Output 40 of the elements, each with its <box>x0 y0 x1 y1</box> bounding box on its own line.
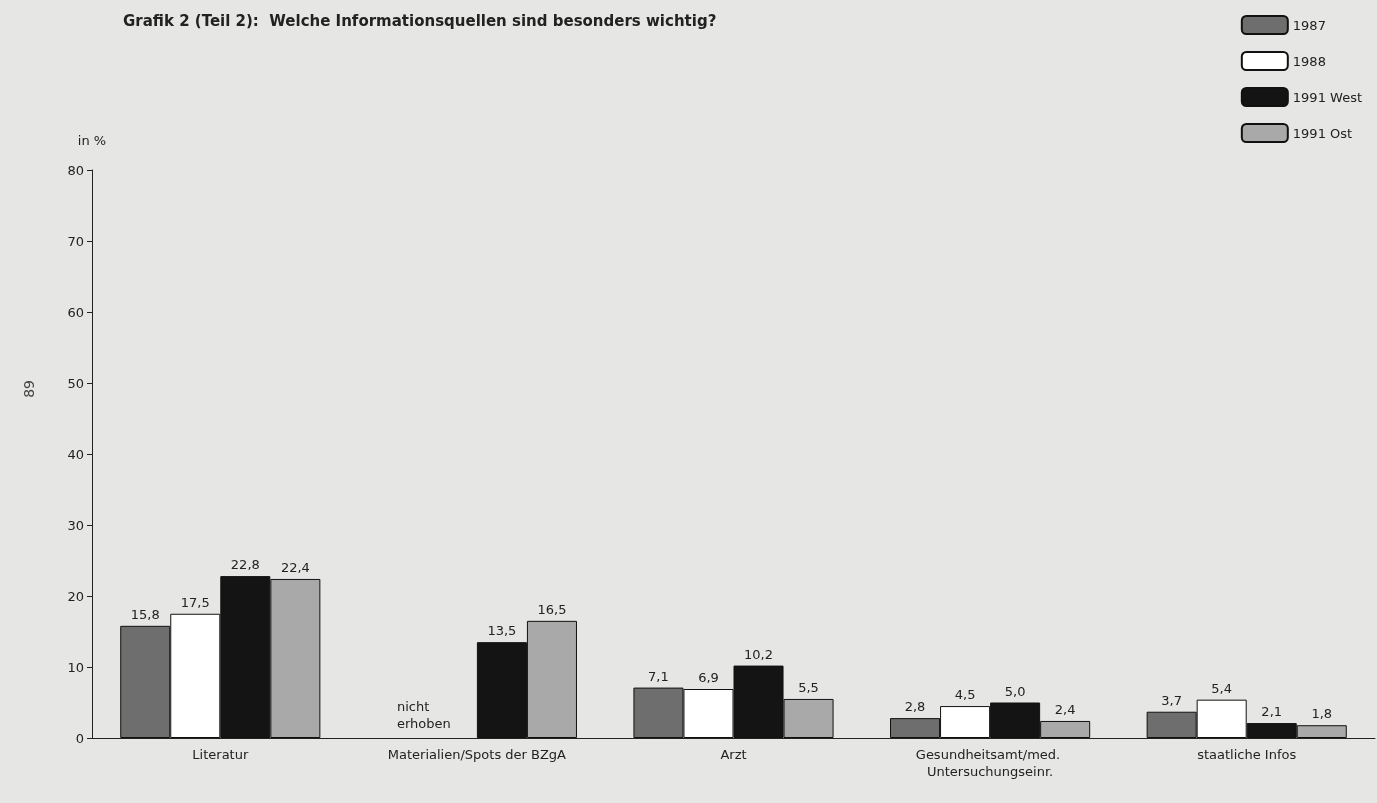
x-tick-label: staatliche Infos <box>1197 747 1297 762</box>
data-label: 5,0 <box>1004 683 1026 699</box>
data-label: 1,8 <box>1311 706 1333 722</box>
data-label: 5,4 <box>1211 680 1233 696</box>
data-label: 16,5 <box>537 601 567 617</box>
data-label: 2,8 <box>904 699 926 715</box>
legend-label: 1991 West <box>1292 89 1363 105</box>
data-label: 7,1 <box>648 668 669 684</box>
y-tick-label: 50 <box>67 375 84 391</box>
data-label: 3,7 <box>1161 692 1182 708</box>
data-label: 10,2 <box>744 646 773 662</box>
data-label: 2,1 <box>1261 704 1283 720</box>
data-label: 22,4 <box>280 559 310 575</box>
data-label: 6,9 <box>698 670 719 686</box>
data-label: 17,5 <box>180 594 210 610</box>
y-tick-label: 0 <box>75 730 84 746</box>
y-tick-label: 30 <box>67 517 84 533</box>
legend-label: 1991 Ost <box>1292 125 1353 141</box>
x-tick-label: Materialien/Spots der BZgA <box>387 747 567 762</box>
x-tick-label: Gesundheitsamt/med. Untersuchungseinr. <box>915 747 1065 779</box>
data-label: 13,5 <box>487 623 517 639</box>
chart-title: Grafik 2 (Teil 2): Welche Informationsquellen sind besonders wichtig? <box>123 11 717 30</box>
y-tick-label: 20 <box>67 588 84 604</box>
data-label: 15,8 <box>130 606 160 622</box>
x-tick-label: Arzt <box>720 747 747 762</box>
data-label: 2,4 <box>1054 701 1076 717</box>
legend-label: 1988 <box>1292 53 1326 69</box>
data-label: 22,8 <box>230 557 260 573</box>
text: 89 <box>21 379 37 398</box>
x-tick-label: Literatur <box>192 747 249 762</box>
y-tick-label: 10 <box>67 659 84 675</box>
data-label: 4,5 <box>954 687 976 703</box>
y-tick-label: 60 <box>67 304 84 320</box>
y-axis-title: in % <box>77 133 107 148</box>
annotation: nicht erhoben <box>396 699 451 731</box>
y-tick-label: 40 <box>67 446 84 462</box>
y-tick-label: 70 <box>67 233 84 249</box>
legend-label: 1987 <box>1292 17 1326 33</box>
y-tick-label: 80 <box>67 162 84 178</box>
data-label: 5,5 <box>798 679 819 695</box>
